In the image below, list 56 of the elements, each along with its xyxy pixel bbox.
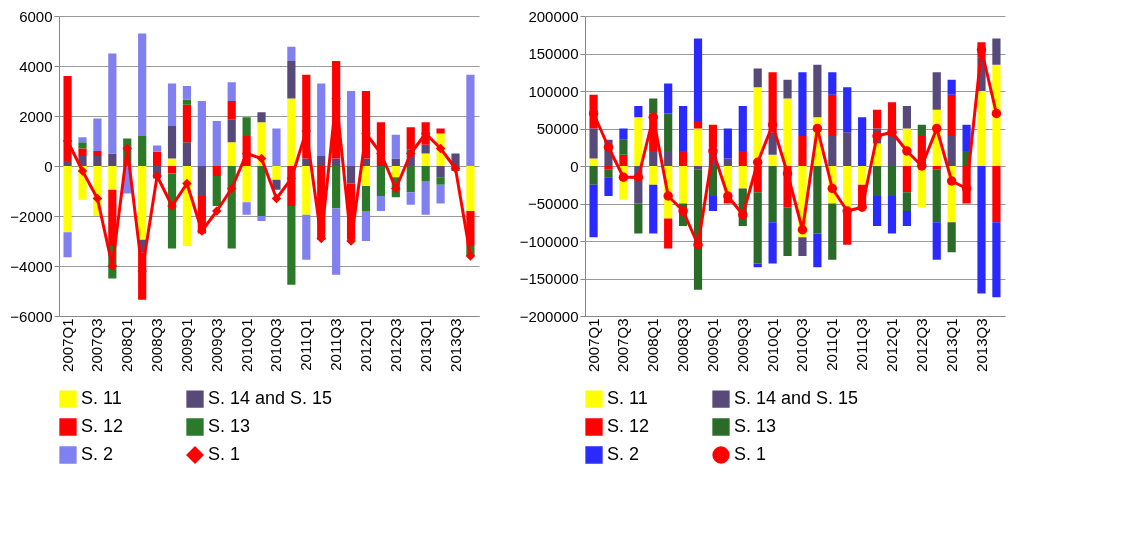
x-tick-label: 2013Q1 [942, 318, 960, 372]
x-tick-label: 2007Q3 [614, 318, 632, 372]
x-tick-label: 2009Q3 [207, 318, 225, 372]
x-tick-label: 2011Q1 [823, 318, 841, 371]
x-tick-label: 2010Q1 [237, 318, 255, 372]
x-tick-label: 2010Q3 [267, 318, 285, 372]
legend-label: S. 1 [208, 444, 241, 464]
x-tick-label: 2009Q3 [733, 318, 751, 372]
legend-label: S. 14 and S. 15 [208, 388, 333, 409]
legend-label: S. 11 [607, 388, 648, 409]
y-tick-label: −150000 [519, 270, 579, 287]
x-tick-label: 2007Q3 [88, 318, 106, 372]
x-tick-label: 2008Q3 [148, 318, 166, 372]
x-tick-label: 2009Q1 [177, 318, 195, 372]
legend-label: S. 11 [81, 388, 122, 409]
y-tick-label: −6000 [10, 307, 53, 325]
x-tick-label: 2010Q3 [793, 318, 811, 372]
y-tick-label: 150000 [528, 45, 579, 62]
x-tick-label: 2013Q3 [446, 318, 464, 372]
x-tick-label: 2012Q1 [882, 318, 900, 372]
x-tick-label: 2011Q1 [297, 318, 315, 371]
y-tick-label: 6000 [19, 7, 53, 25]
x-tick-label: 2007Q1 [584, 318, 602, 372]
y-tick-label: 200000 [528, 7, 579, 25]
x-tick-label: 2008Q1 [118, 318, 136, 372]
x-tick-label: 2007Q1 [58, 318, 76, 372]
x-tick-label: 2012Q3 [912, 318, 930, 372]
legend-label: S. 13 [208, 416, 251, 436]
y-tick-label: −100000 [519, 232, 579, 250]
y-tick-label: 0 [570, 157, 579, 175]
y-tick-label: −200000 [519, 307, 579, 325]
x-tick-label: 2010Q1 [763, 318, 781, 372]
x-tick-label: 2012Q1 [356, 318, 374, 372]
legend-label: S. 2 [81, 444, 114, 464]
legend-label: S. 12 [81, 416, 124, 436]
x-tick-label: 2008Q3 [674, 318, 692, 372]
y-tick-label: −4000 [10, 257, 53, 275]
x-tick-label: 2013Q1 [416, 318, 434, 372]
x-tick-label: 2009Q1 [703, 318, 721, 372]
y-tick-label: 100000 [528, 82, 579, 100]
y-tick-label: 0 [44, 157, 53, 175]
legend-label: S. 13 [734, 416, 777, 436]
y-tick-label: 2000 [19, 107, 53, 125]
legend-label: S. 12 [607, 416, 650, 436]
x-tick-label: 2011Q3 [853, 318, 871, 371]
x-tick-label: 2012Q3 [386, 318, 404, 372]
legend-label: S. 2 [607, 444, 640, 464]
x-tick-label: 2013Q3 [972, 318, 990, 372]
y-tick-label: 50000 [536, 120, 579, 137]
x-tick-label: 2008Q1 [644, 318, 662, 372]
x-tick-label: 2011Q3 [327, 318, 345, 371]
y-tick-label: −2000 [10, 207, 53, 225]
legend-label: S. 1 [734, 444, 767, 464]
y-tick-label: 4000 [19, 57, 53, 75]
legend-label: S. 14 and S. 15 [734, 388, 859, 409]
y-tick-label: −50000 [528, 195, 579, 212]
